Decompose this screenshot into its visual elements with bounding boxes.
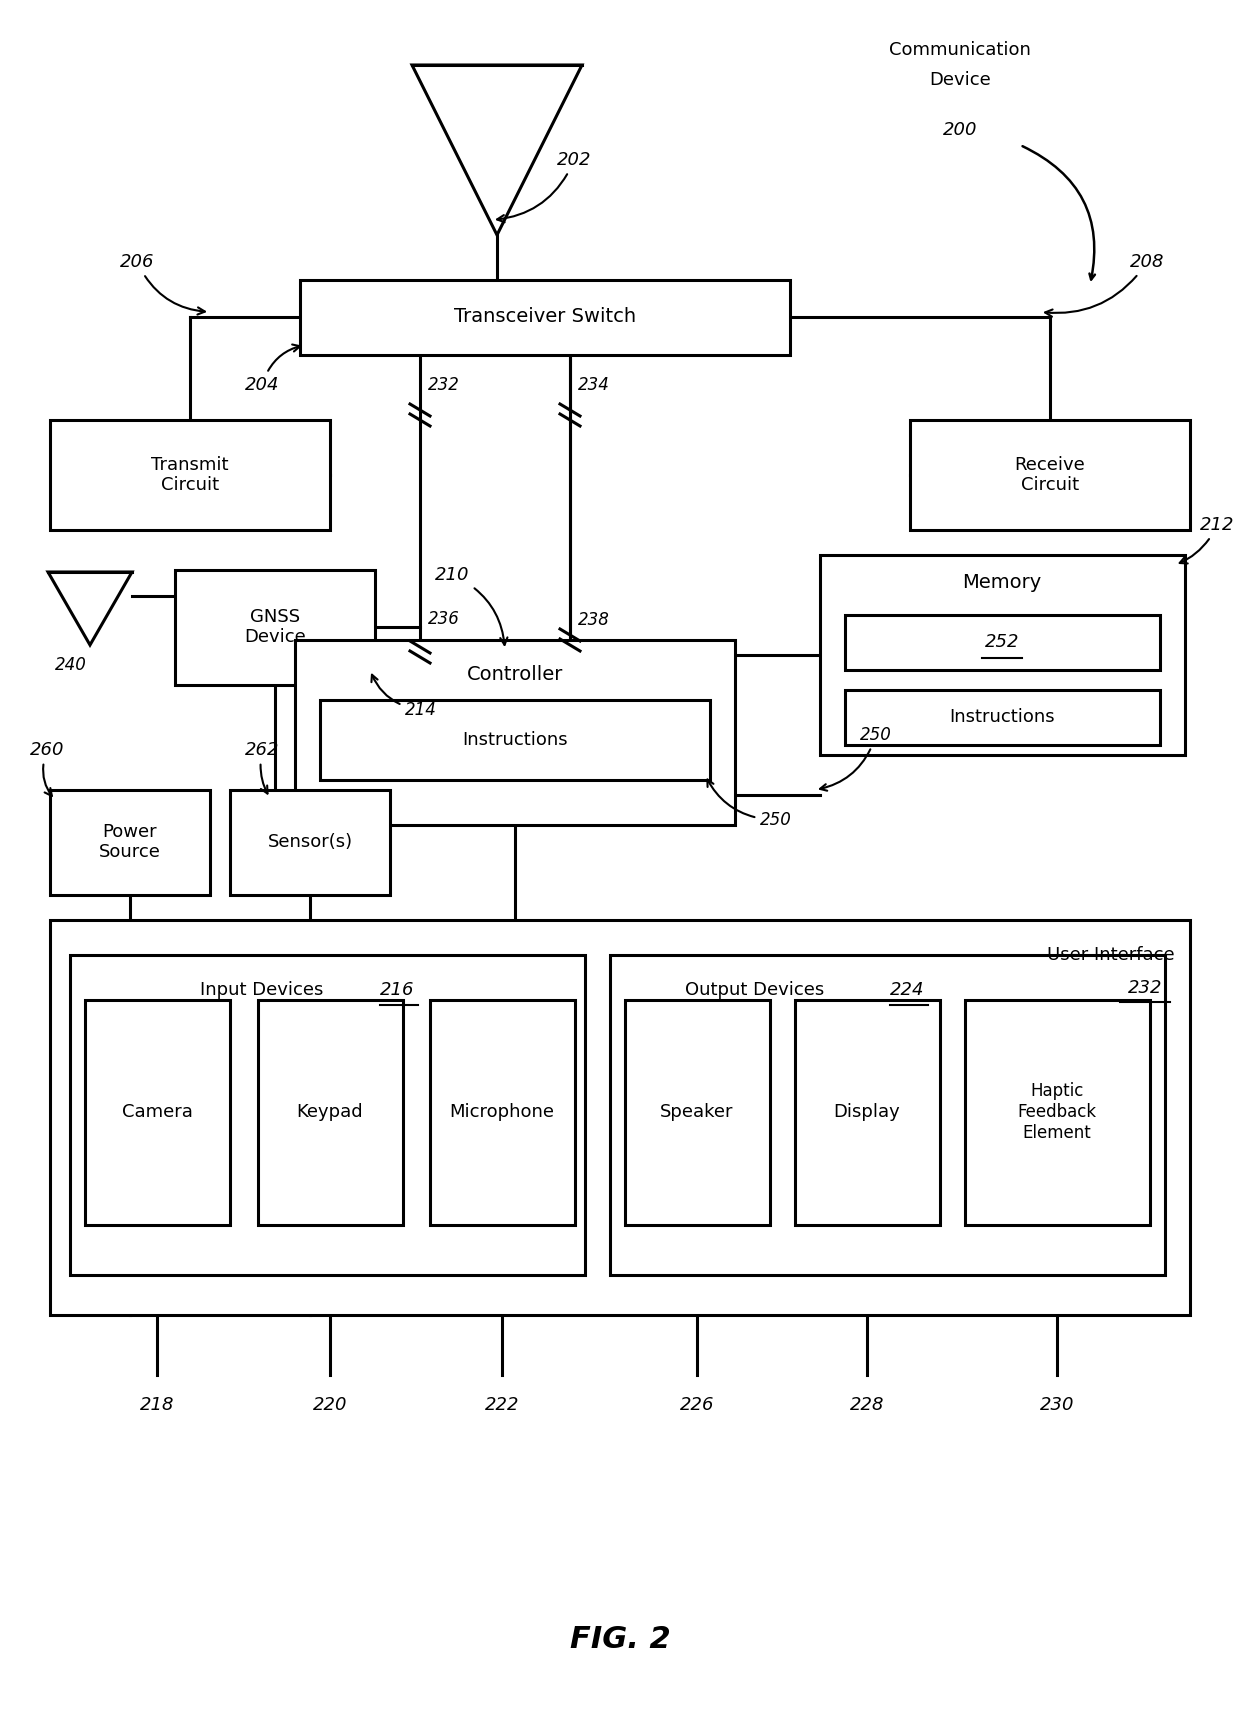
Bar xyxy=(910,420,1190,530)
Text: 260: 260 xyxy=(30,741,64,797)
Bar xyxy=(844,689,1159,745)
Bar xyxy=(258,1001,403,1225)
Text: 216: 216 xyxy=(379,982,414,999)
Text: 230: 230 xyxy=(1040,1396,1074,1414)
Text: Device: Device xyxy=(929,71,991,90)
Text: 224: 224 xyxy=(890,982,925,999)
Bar xyxy=(50,919,1190,1315)
Text: 262: 262 xyxy=(246,741,279,793)
Bar xyxy=(50,420,330,530)
Bar xyxy=(844,615,1159,670)
Text: 234: 234 xyxy=(578,377,610,394)
Text: 200: 200 xyxy=(942,121,977,138)
Text: 252: 252 xyxy=(985,632,1019,651)
Text: Camera: Camera xyxy=(122,1102,192,1121)
Text: Transceiver Switch: Transceiver Switch xyxy=(454,308,636,327)
Text: 204: 204 xyxy=(246,344,300,394)
Text: 232: 232 xyxy=(1127,980,1162,997)
Text: 228: 228 xyxy=(849,1396,884,1414)
Text: Communication: Communication xyxy=(889,41,1030,59)
Text: Input Devices: Input Devices xyxy=(200,982,324,999)
Bar xyxy=(229,790,391,895)
Text: Microphone: Microphone xyxy=(449,1102,554,1121)
Bar xyxy=(69,956,585,1275)
Bar xyxy=(50,790,210,895)
Text: 226: 226 xyxy=(680,1396,714,1414)
Bar xyxy=(625,1001,770,1225)
Text: 218: 218 xyxy=(140,1396,175,1414)
Text: Controller: Controller xyxy=(466,665,563,684)
Text: 250: 250 xyxy=(707,779,792,829)
Text: FIG. 2: FIG. 2 xyxy=(569,1626,671,1654)
Bar xyxy=(795,1001,940,1225)
Text: 222: 222 xyxy=(485,1396,520,1414)
Text: 232: 232 xyxy=(428,377,460,394)
Text: Keypad: Keypad xyxy=(296,1102,363,1121)
Text: 250: 250 xyxy=(820,726,892,791)
Text: 208: 208 xyxy=(1045,252,1164,316)
Text: Receive
Circuit: Receive Circuit xyxy=(1014,456,1085,494)
Text: 206: 206 xyxy=(120,252,205,314)
Bar xyxy=(610,956,1166,1275)
Text: User Interface: User Interface xyxy=(1048,945,1176,964)
Text: 220: 220 xyxy=(312,1396,347,1414)
Bar xyxy=(430,1001,575,1225)
Text: 210: 210 xyxy=(435,567,507,645)
Text: Speaker: Speaker xyxy=(660,1102,734,1121)
Text: GNSS
Device: GNSS Device xyxy=(244,608,306,646)
Text: Display: Display xyxy=(833,1102,900,1121)
Text: Instructions: Instructions xyxy=(463,731,568,748)
Text: Haptic
Feedback
Element: Haptic Feedback Element xyxy=(1018,1082,1096,1142)
Bar xyxy=(86,1001,229,1225)
Text: 202: 202 xyxy=(497,150,591,223)
Text: 240: 240 xyxy=(55,657,87,674)
Bar xyxy=(295,639,735,824)
Text: Power
Source: Power Source xyxy=(99,823,161,861)
Text: 236: 236 xyxy=(428,610,460,627)
Text: 238: 238 xyxy=(578,612,610,629)
Text: 214: 214 xyxy=(372,674,436,719)
Bar xyxy=(965,1001,1149,1225)
Text: 212: 212 xyxy=(1179,517,1235,563)
Bar xyxy=(320,700,711,779)
Text: Memory: Memory xyxy=(962,574,1042,593)
Text: Instructions: Instructions xyxy=(949,708,1055,726)
Bar xyxy=(175,570,374,684)
Bar xyxy=(820,555,1185,755)
Text: Output Devices: Output Devices xyxy=(684,982,825,999)
Bar xyxy=(300,280,790,354)
Text: Transmit
Circuit: Transmit Circuit xyxy=(151,456,228,494)
Text: Sensor(s): Sensor(s) xyxy=(268,833,352,850)
